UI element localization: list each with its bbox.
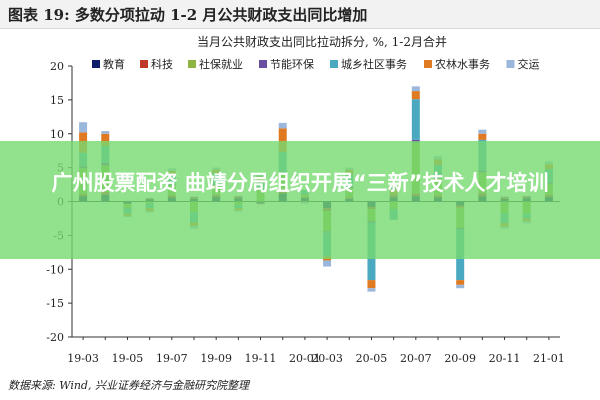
bar-segment-agri_water xyxy=(456,280,465,285)
bar-segment-agri_water xyxy=(411,91,420,100)
x-tick-label: 19-09 xyxy=(200,352,232,365)
bar-segment-agri_water xyxy=(367,280,376,289)
legend-label: 城乡社区事务 xyxy=(341,57,407,71)
legend-label: 社保就业 xyxy=(199,57,243,71)
legend: 教育 科技 社保就业 节能环保 城乡社区事务 农林水事务 交运 xyxy=(92,57,540,71)
bar-segment-transport xyxy=(278,122,287,129)
data-source-note: 数据来源: Wind, 兴业证券经济与金融研究院整理 xyxy=(8,379,249,392)
y-tick-label: -10 xyxy=(46,263,64,276)
x-tick-label: 19-11 xyxy=(245,352,277,365)
y-tick-label: 15 xyxy=(50,94,64,107)
x-tick-label: 20-09 xyxy=(444,352,476,365)
legend-swatch-agri_water xyxy=(424,60,432,68)
figure-title: 图表 19: 多数分项拉动 1-2 月公共财政支出同比增加 xyxy=(8,6,368,24)
x-tick-label: 20-11 xyxy=(489,352,521,365)
legend-label: 农林水事务 xyxy=(435,57,490,71)
x-tick-label: 20-05 xyxy=(356,352,388,365)
x-tick-label: 20-03 xyxy=(311,352,343,365)
y-tick-label: 20 xyxy=(50,60,64,73)
bar-segment-transport xyxy=(456,284,465,289)
bar-segment-transport xyxy=(367,288,376,292)
bar-segment-agri_water xyxy=(278,128,287,153)
legend-swatch-energy_env xyxy=(259,60,267,68)
y-tick-label: -20 xyxy=(46,331,64,344)
y-tick-label: -15 xyxy=(46,297,64,310)
legend-swatch-science xyxy=(140,60,148,68)
figure-title-bar: 图表 19: 多数分项拉动 1-2 月公共财政支出同比增加 xyxy=(0,0,600,29)
legend-swatch-education xyxy=(92,60,100,68)
bar-segment-transport xyxy=(411,86,420,92)
legend-label: 科技 xyxy=(151,57,173,71)
x-tick-label: 20-07 xyxy=(400,352,432,365)
bar-segment-transport xyxy=(478,129,487,134)
legend-swatch-urban_rural xyxy=(330,60,338,68)
legend-swatch-transport xyxy=(506,60,515,68)
bar-segment-transport xyxy=(79,122,88,133)
x-tick-label: 19-07 xyxy=(156,352,188,365)
bar-segment-urban_rural xyxy=(411,99,420,140)
promo-banner-text[interactable]: 广州股票配资 曲靖分局组织开展“三新”技术人才培训 xyxy=(51,171,549,195)
legend-label: 节能环保 xyxy=(270,57,314,71)
x-tick-label: 20-01 xyxy=(289,352,321,365)
y-tick-label: 10 xyxy=(50,128,64,141)
legend-label: 交运 xyxy=(518,57,540,71)
legend-swatch-social_security xyxy=(188,60,196,68)
x-tick-label: 19-03 xyxy=(67,352,99,365)
chart-title: 当月公共财政支出同比拉动拆分, %, 1-2月合并 xyxy=(197,34,447,49)
bar-segment-transport xyxy=(323,260,332,267)
x-tick-label: 19-05 xyxy=(112,352,144,365)
bar-segment-agri_water xyxy=(101,133,110,146)
bar-segment-transport xyxy=(101,131,110,134)
legend-label: 教育 xyxy=(103,57,125,71)
bar-segment-agri_water xyxy=(478,133,487,140)
promo-banner[interactable] xyxy=(0,141,600,259)
x-tick-label: 21-01 xyxy=(533,352,565,365)
